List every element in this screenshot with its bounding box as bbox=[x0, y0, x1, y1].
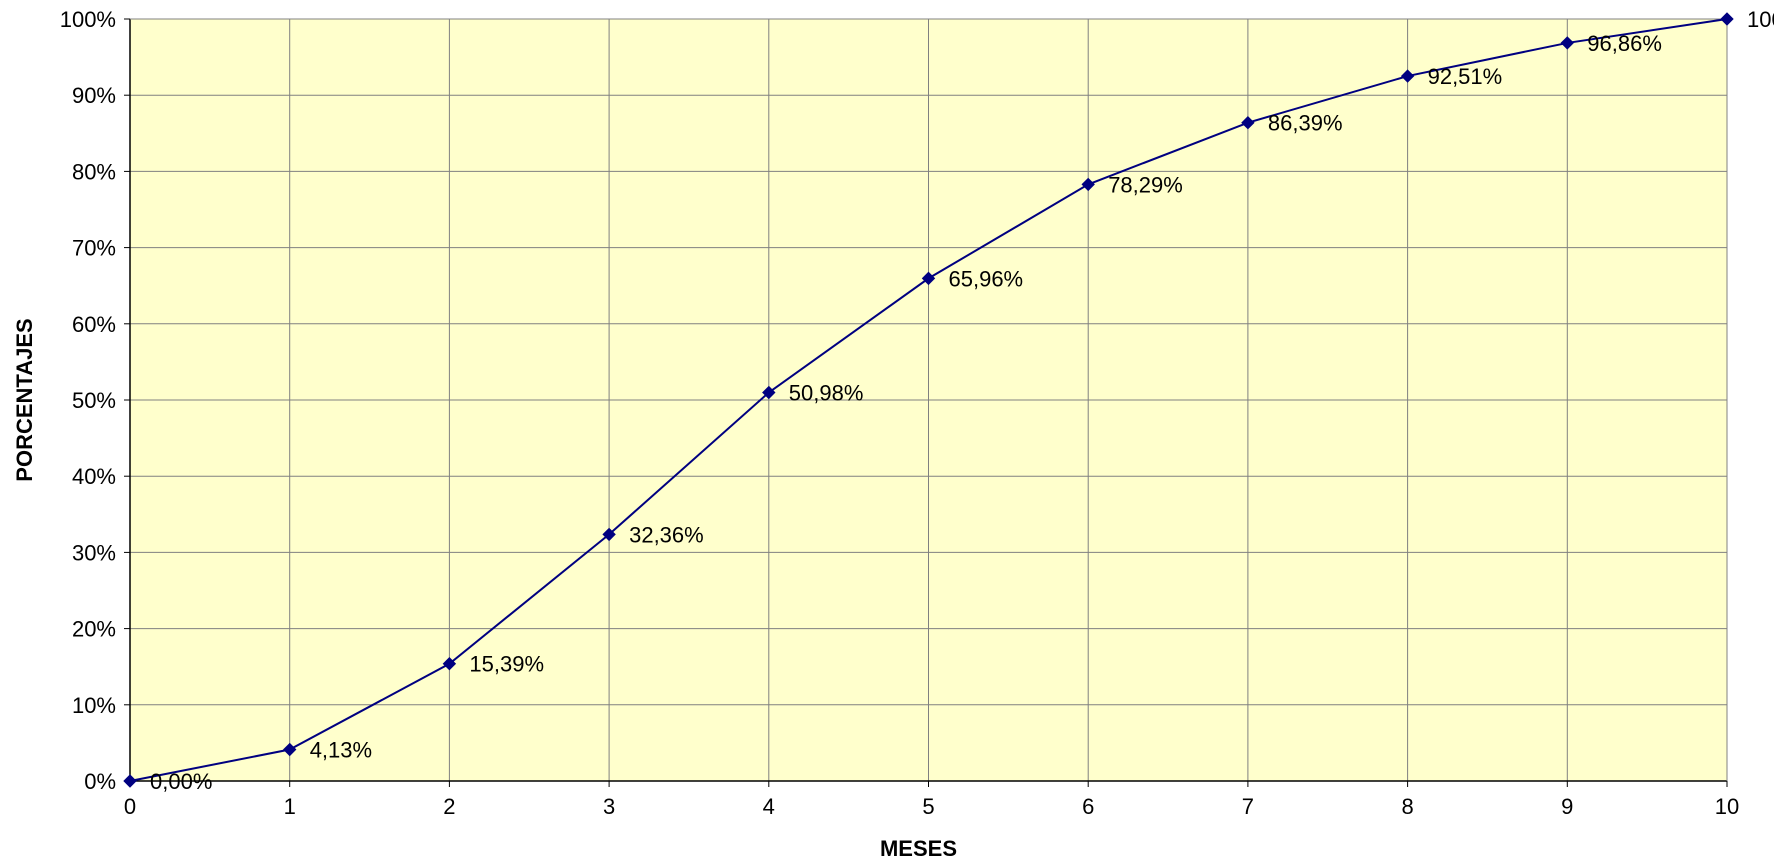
x-tick-label: 8 bbox=[1401, 794, 1413, 819]
y-tick-label: 0% bbox=[84, 769, 116, 794]
data-label: 92,51% bbox=[1428, 64, 1503, 89]
x-tick-label: 2 bbox=[443, 794, 455, 819]
data-label: 96,86% bbox=[1587, 31, 1662, 56]
x-tick-label: 4 bbox=[763, 794, 775, 819]
x-tick-label: 0 bbox=[124, 794, 136, 819]
data-label: 15,39% bbox=[469, 652, 544, 677]
data-point-marker bbox=[282, 742, 297, 757]
tick-labels: 0% 10% 20% 30% 40% 50% 60% 70% 80% 90% 100% 0 1 2 3 4 5 6… bbox=[60, 7, 1740, 819]
data-label: 78,29% bbox=[1108, 172, 1183, 197]
y-tick-label: 60% bbox=[72, 312, 116, 337]
data-point-marker bbox=[1081, 177, 1095, 192]
x-tick-label: 3 bbox=[603, 794, 615, 819]
y-tick-label: 10% bbox=[72, 693, 116, 718]
data-point-marker bbox=[602, 527, 616, 542]
x-axis-title: MESES bbox=[880, 836, 957, 861]
data-series bbox=[123, 12, 1734, 788]
x-tick-label: 1 bbox=[284, 794, 296, 819]
y-tick-label: 100% bbox=[60, 7, 116, 32]
data-point-marker bbox=[442, 657, 457, 671]
data-point-marker bbox=[1720, 12, 1734, 26]
data-point-marker bbox=[1560, 36, 1575, 50]
data-label: 0,00% bbox=[150, 769, 212, 794]
y-tick-label: 40% bbox=[72, 464, 116, 489]
data-label: 100,00% bbox=[1747, 7, 1774, 32]
y-axis-title: PORCENTAJES bbox=[12, 318, 37, 481]
x-tick-label: 5 bbox=[922, 794, 934, 819]
data-point-marker bbox=[123, 774, 137, 788]
data-labels: 0,00% 4,13% 15,39% 32,36% 50,98% 65,96% 78,29%… bbox=[150, 7, 1774, 794]
data-label: 32,36% bbox=[629, 522, 704, 547]
y-tick-label: 70% bbox=[72, 236, 116, 261]
data-label: 4,13% bbox=[310, 738, 372, 763]
data-point-marker bbox=[762, 385, 776, 400]
x-tick-label: 9 bbox=[1561, 794, 1573, 819]
y-tick-label: 50% bbox=[72, 388, 116, 413]
x-tick-label: 10 bbox=[1715, 794, 1739, 819]
data-point-marker bbox=[1400, 69, 1415, 83]
y-tick-label: 80% bbox=[72, 159, 116, 184]
y-tick-label: 30% bbox=[72, 540, 116, 565]
x-tick-label: 6 bbox=[1082, 794, 1094, 819]
data-label: 50,98% bbox=[789, 381, 864, 406]
y-tick-label: 90% bbox=[72, 83, 116, 108]
data-point-marker bbox=[1241, 116, 1255, 130]
y-tick-label: 20% bbox=[72, 617, 116, 642]
data-label: 86,39% bbox=[1268, 111, 1343, 136]
x-tick-label: 7 bbox=[1242, 794, 1254, 819]
data-point-marker bbox=[921, 271, 936, 286]
data-label: 65,96% bbox=[949, 266, 1024, 291]
